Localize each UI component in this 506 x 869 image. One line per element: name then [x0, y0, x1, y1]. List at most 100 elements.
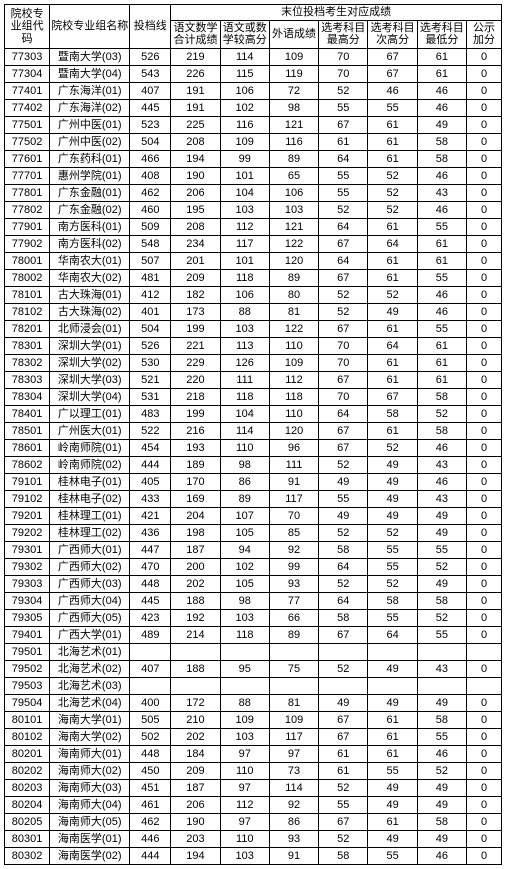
- cell-value: 52: [368, 439, 417, 456]
- cell-value: 114: [220, 422, 269, 439]
- cell-code: 79302: [5, 558, 50, 575]
- table-row: 77901南方医科(01)5092081121216461550: [5, 218, 502, 235]
- cell-value: 0: [467, 541, 502, 558]
- cell-name: 古大珠海(01): [50, 286, 130, 303]
- cell-value: 66: [269, 609, 318, 626]
- cell-value: 55: [417, 269, 466, 286]
- cell-value: 454: [130, 439, 171, 456]
- cell-value: 447: [130, 541, 171, 558]
- cell-value: 58: [417, 592, 466, 609]
- cell-value: 221: [171, 337, 220, 354]
- cell-value: 182: [171, 286, 220, 303]
- cell-name: 北海艺术(02): [50, 660, 130, 677]
- cell-value: 67: [319, 728, 368, 745]
- cell-code: 80302: [5, 847, 50, 864]
- cell-value: 121: [269, 218, 318, 235]
- cell-code: 77402: [5, 99, 50, 116]
- cell-value: 0: [467, 524, 502, 541]
- cell-value: 61: [368, 422, 417, 439]
- cell-value: 110: [269, 405, 318, 422]
- cell-value: 107: [220, 507, 269, 524]
- cell-value: 412: [130, 286, 171, 303]
- col-d-header: 选考科目最高分: [319, 20, 368, 48]
- cell-value: 49: [368, 490, 417, 507]
- cell-code: 79201: [5, 507, 50, 524]
- cell-code: 77501: [5, 116, 50, 133]
- cell-value: 400: [130, 694, 171, 711]
- table-row: 80202海南师大(02)450209110736155520: [5, 762, 502, 779]
- cell-value: 103: [220, 201, 269, 218]
- table-row: 79302广西师大(02)470200102996455520: [5, 558, 502, 575]
- cell-value: 225: [171, 116, 220, 133]
- table-row: 77601广东药科(01)46619499896461580: [5, 150, 502, 167]
- cell-value: 64: [368, 626, 417, 643]
- cell-value: 489: [130, 626, 171, 643]
- cell-value: 58: [417, 388, 466, 405]
- cell-code: 77304: [5, 65, 50, 82]
- cell-value: 423: [130, 609, 171, 626]
- table-row: 79201桂林理工(01)421204107704949490: [5, 507, 502, 524]
- cell-value: 55: [368, 99, 417, 116]
- cell-value: 115: [220, 65, 269, 82]
- cell-code: 78304: [5, 388, 50, 405]
- cell-name: 深圳大学(02): [50, 354, 130, 371]
- cell-value: 450: [130, 762, 171, 779]
- cell-value: 184: [171, 745, 220, 762]
- cell-value: 111: [269, 456, 318, 473]
- cell-value: 52: [368, 201, 417, 218]
- cell-value: 106: [220, 286, 269, 303]
- cell-value: 67: [319, 626, 368, 643]
- cell-value: 61: [417, 48, 466, 65]
- cell-value: 234: [171, 235, 220, 252]
- col-c-header: 外语成绩: [269, 20, 318, 48]
- cell-name: 古大珠海(02): [50, 303, 130, 320]
- cell-code: 77601: [5, 150, 50, 167]
- cell-value: 93: [269, 575, 318, 592]
- cell-value: 92: [269, 796, 318, 813]
- cell-value: 61: [319, 745, 368, 762]
- cell-value: 95: [220, 660, 269, 677]
- cell-value: 64: [319, 252, 368, 269]
- cell-value: 122: [269, 235, 318, 252]
- cell-name: 桂林电子(02): [50, 490, 130, 507]
- cell-value: 0: [467, 422, 502, 439]
- cell-value: 526: [130, 48, 171, 65]
- cell-name: 广以理工(01): [50, 405, 130, 422]
- cell-value: 49: [417, 575, 466, 592]
- cell-value: [417, 677, 466, 694]
- cell-value: 444: [130, 456, 171, 473]
- cell-name: 暨南大学(03): [50, 48, 130, 65]
- cell-value: 194: [171, 150, 220, 167]
- cell-value: 191: [171, 82, 220, 99]
- table-row: 79102桂林电子(02)433169891175549430: [5, 490, 502, 507]
- cell-value: 94: [220, 541, 269, 558]
- table-row: 77802广东金融(02)4601951031035252460: [5, 201, 502, 218]
- cell-value: 91: [269, 847, 318, 864]
- cell-value: 405: [130, 473, 171, 490]
- cell-name: 广西大学(01): [50, 626, 130, 643]
- cell-value: 89: [220, 490, 269, 507]
- cell-value: [417, 643, 466, 660]
- table-row: 77401广东海洋(01)407191106725246460: [5, 82, 502, 99]
- cell-value: 52: [319, 524, 368, 541]
- table-row: 80201海南师大(01)44818497976161460: [5, 745, 502, 762]
- cell-value: 0: [467, 116, 502, 133]
- cell-value: 99: [220, 150, 269, 167]
- cell-value: 507: [130, 252, 171, 269]
- cell-value: 105: [220, 524, 269, 541]
- cell-value: 448: [130, 745, 171, 762]
- table-row: 77303暨南大学(03)5262191141097067610: [5, 48, 502, 65]
- table-row: 79502北海艺术(02)40718895755249430: [5, 660, 502, 677]
- cell-name: 岭南师院(01): [50, 439, 130, 456]
- cell-value: 64: [368, 337, 417, 354]
- cell-value: 58: [417, 133, 466, 150]
- cell-value: 110: [220, 830, 269, 847]
- cell-value: 0: [467, 150, 502, 167]
- cell-value: 118: [220, 388, 269, 405]
- cell-value: 0: [467, 830, 502, 847]
- cell-value: 101: [220, 167, 269, 184]
- cell-value: 58: [417, 150, 466, 167]
- cell-value: 52: [417, 405, 466, 422]
- cell-value: 70: [319, 48, 368, 65]
- cell-value: 110: [269, 337, 318, 354]
